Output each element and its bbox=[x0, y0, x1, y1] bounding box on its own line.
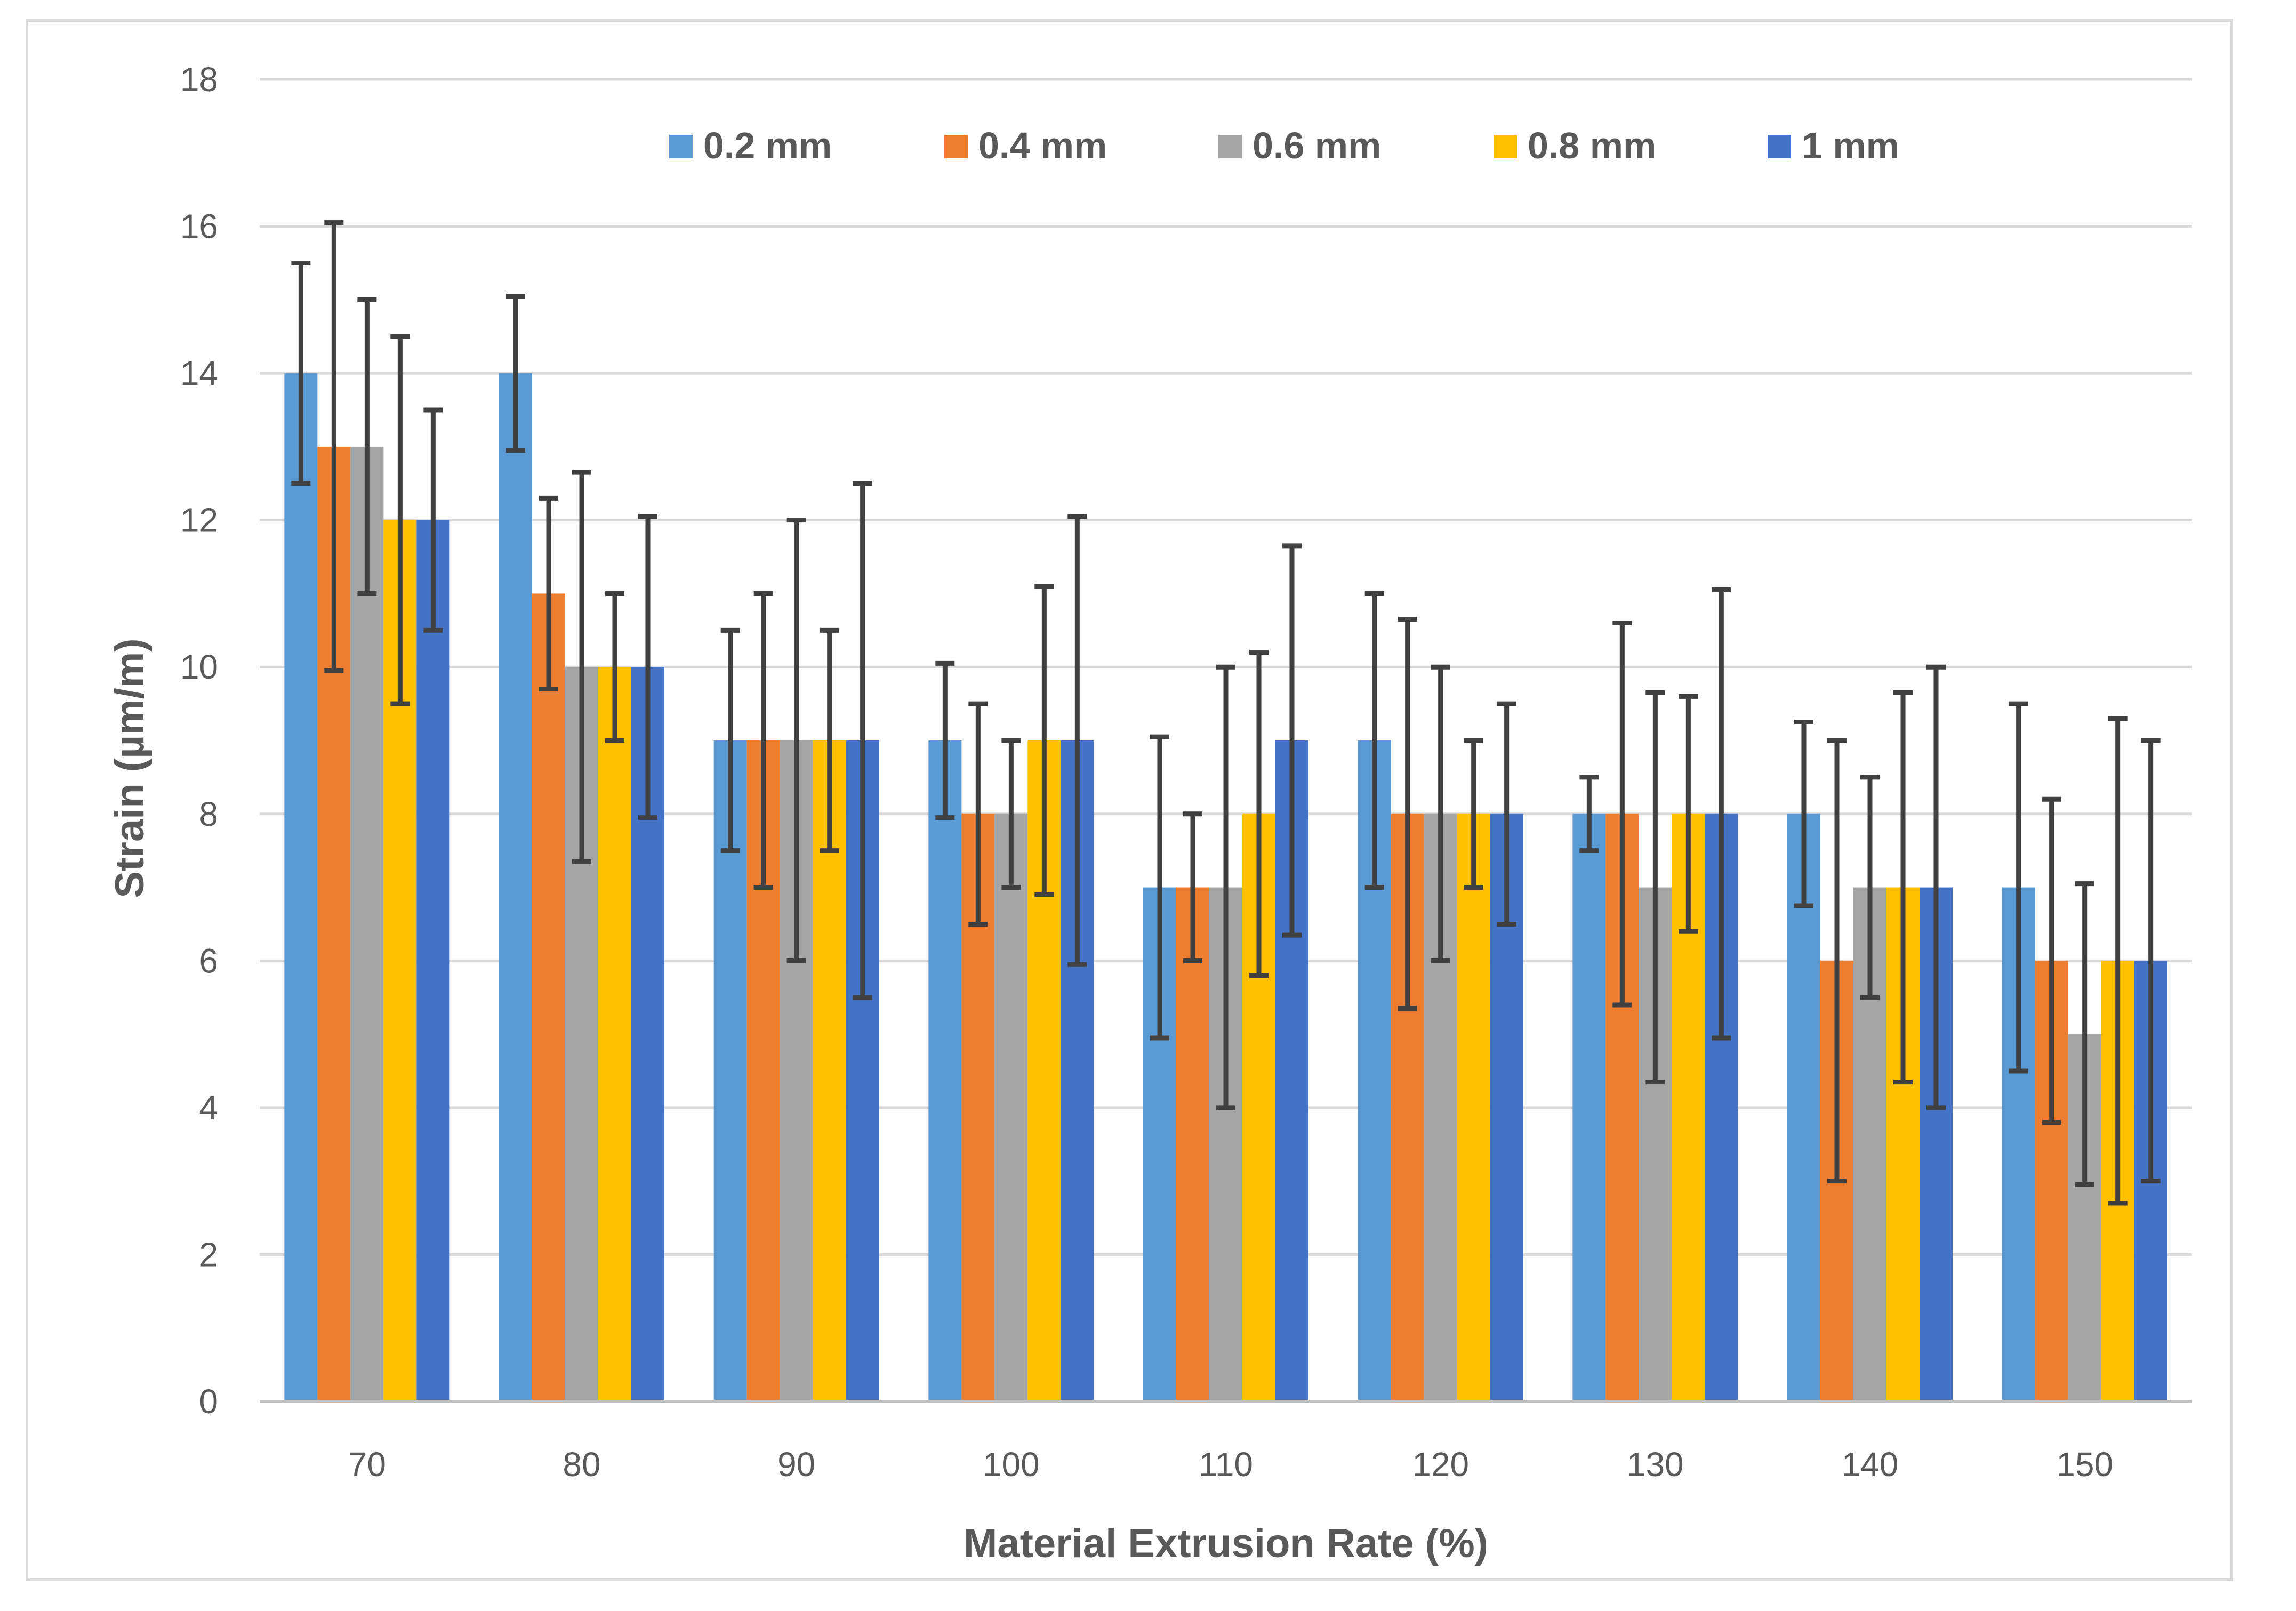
legend-label: 0.2 mm bbox=[703, 125, 832, 166]
y-tick-label: 0 bbox=[199, 1382, 218, 1421]
y-tick-label: 8 bbox=[199, 795, 218, 833]
legend-swatch bbox=[1218, 135, 1242, 158]
x-tick-label: 110 bbox=[1199, 1445, 1253, 1484]
legend-label: 0.4 mm bbox=[978, 125, 1107, 166]
legend-swatch bbox=[944, 135, 968, 158]
bar bbox=[416, 520, 450, 1401]
x-tick-label: 130 bbox=[1627, 1445, 1684, 1484]
y-tick-label: 18 bbox=[180, 60, 218, 99]
bar bbox=[1787, 813, 1820, 1401]
bar bbox=[499, 373, 532, 1401]
bar bbox=[1572, 813, 1606, 1401]
y-tick-label: 12 bbox=[180, 501, 218, 539]
bar bbox=[1457, 813, 1490, 1401]
bar bbox=[1176, 887, 1209, 1401]
bar bbox=[598, 667, 631, 1401]
y-tick-label: 2 bbox=[199, 1235, 218, 1274]
x-tick-label: 70 bbox=[348, 1445, 386, 1484]
legend-label: 0.8 mm bbox=[1528, 125, 1656, 166]
legend-swatch bbox=[669, 135, 693, 158]
bar bbox=[532, 593, 565, 1401]
legend: 0.2 mm 0.4 mm 0.6 mm 0.8 mm 1 mm bbox=[669, 125, 1899, 166]
bar bbox=[994, 813, 1028, 1401]
x-tick-label: 80 bbox=[563, 1445, 600, 1484]
x-tick-label: 120 bbox=[1412, 1445, 1469, 1484]
y-tick-label: 6 bbox=[199, 941, 218, 980]
legend-swatch bbox=[1768, 135, 1791, 158]
y-tick-label: 14 bbox=[180, 354, 218, 392]
error-bars bbox=[291, 220, 2161, 1206]
legend-swatch bbox=[1494, 135, 1517, 158]
y-tick-label: 10 bbox=[180, 648, 218, 686]
y-tick-label: 16 bbox=[180, 207, 218, 246]
axes: 0 2 4 6 8 10 12 14 16 18 70 80 90 100 110 120 130 140 150 bbox=[180, 60, 2192, 1484]
x-tick-label: 100 bbox=[983, 1445, 1040, 1484]
x-axis-title: Material Extrusion Rate (%) bbox=[964, 1521, 1488, 1566]
bar bbox=[350, 446, 384, 1401]
y-axis-title: Strain (µm/m) bbox=[107, 638, 152, 898]
bars bbox=[284, 373, 2167, 1401]
x-tick-label: 150 bbox=[2056, 1445, 2113, 1484]
bar bbox=[928, 740, 962, 1401]
x-tick-label: 140 bbox=[1842, 1445, 1899, 1484]
bar bbox=[284, 373, 318, 1401]
legend-label: 0.6 mm bbox=[1253, 125, 1381, 166]
y-tick-label: 4 bbox=[199, 1089, 218, 1127]
x-tick-label: 90 bbox=[777, 1445, 815, 1484]
chart-frame: 0 2 4 6 8 10 12 14 16 18 70 80 90 100 110 120 130 140 150 … bbox=[26, 19, 2233, 1581]
legend-label: 1 mm bbox=[1802, 125, 1899, 166]
